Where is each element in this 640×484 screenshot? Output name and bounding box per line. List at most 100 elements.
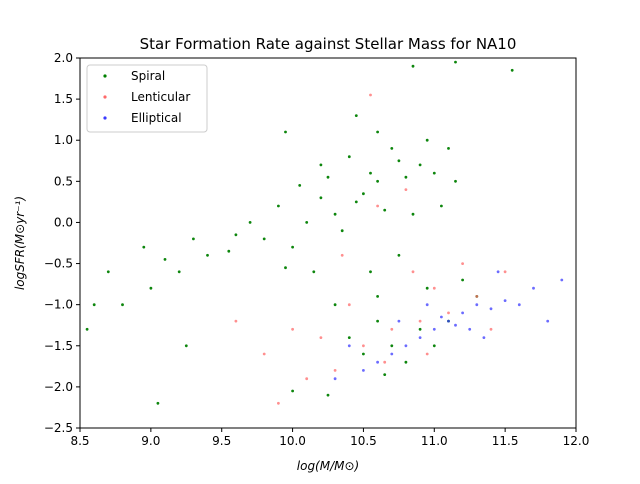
spiral-point bbox=[284, 130, 287, 134]
spiral-point bbox=[347, 336, 351, 339]
spiral-point bbox=[425, 286, 429, 290]
elliptical-point bbox=[347, 344, 351, 348]
elliptical-point bbox=[447, 319, 450, 323]
elliptical-legend-label: Elliptical bbox=[131, 111, 182, 125]
spiral-point bbox=[369, 171, 372, 175]
spiral-point bbox=[326, 175, 330, 179]
elliptical-point bbox=[468, 327, 472, 331]
lenticular-point bbox=[447, 311, 450, 315]
spiral-point bbox=[376, 295, 379, 298]
lenticular-point bbox=[291, 327, 294, 331]
spiral-point bbox=[298, 184, 302, 187]
y-tick-label: −2.5 bbox=[44, 421, 73, 435]
spiral-point bbox=[106, 270, 110, 274]
spiral-point bbox=[305, 221, 309, 224]
x-tick-label: 11.0 bbox=[421, 434, 448, 448]
x-tick-label: 10.5 bbox=[350, 434, 377, 448]
spiral-point bbox=[440, 204, 443, 208]
lenticular-legend-label: Lenticular bbox=[131, 90, 190, 104]
lenticular-point bbox=[333, 369, 337, 372]
lenticular-point bbox=[383, 360, 387, 364]
spiral-point bbox=[425, 138, 429, 142]
x-tick-label: 9.5 bbox=[212, 434, 231, 448]
spiral-point bbox=[326, 393, 330, 397]
lenticular-point bbox=[347, 303, 351, 307]
x-tick-label: 8.5 bbox=[70, 434, 89, 448]
spiral-point bbox=[277, 204, 280, 208]
spiral-point bbox=[291, 245, 294, 249]
elliptical-point bbox=[489, 307, 493, 311]
lenticular-point bbox=[475, 295, 479, 298]
spiral-series bbox=[85, 60, 514, 405]
spiral-point bbox=[510, 68, 514, 72]
spiral-point bbox=[284, 266, 287, 270]
spiral-point bbox=[184, 344, 188, 348]
x-tick-label: 11.5 bbox=[492, 434, 519, 448]
elliptical-point bbox=[333, 377, 337, 381]
lenticular-point bbox=[362, 344, 365, 348]
lenticular-point bbox=[390, 327, 394, 331]
spiral-point bbox=[454, 60, 457, 64]
elliptical-point bbox=[440, 315, 443, 319]
x-ticks: 8.5 9.0 9.5 10.0 10.5 11.0 11.5 12.0 bbox=[70, 428, 589, 448]
spiral-point bbox=[376, 179, 379, 183]
lenticular-point bbox=[418, 319, 422, 323]
spiral-point bbox=[92, 303, 96, 307]
elliptical-point bbox=[432, 327, 436, 331]
spiral-point bbox=[369, 270, 372, 274]
legend-box bbox=[86, 64, 208, 133]
spiral-point bbox=[418, 327, 422, 331]
y-tick-label: 1.5 bbox=[54, 92, 73, 106]
spiral-point bbox=[390, 147, 394, 150]
lenticular-point bbox=[411, 270, 415, 274]
elliptical-series bbox=[333, 270, 564, 381]
lenticular-point bbox=[319, 336, 323, 339]
elliptical-point bbox=[418, 336, 422, 339]
spiral-point bbox=[156, 401, 160, 405]
spiral-point bbox=[234, 233, 238, 237]
elliptical-point bbox=[517, 303, 521, 307]
spiral-point bbox=[411, 64, 415, 68]
lenticular-point bbox=[503, 270, 507, 274]
y-tick-label: −0.5 bbox=[44, 257, 73, 271]
lenticular-point bbox=[376, 204, 379, 208]
elliptical-point bbox=[546, 319, 550, 323]
legend: Spiral Lenticular Elliptical bbox=[86, 64, 208, 133]
spiral-point bbox=[454, 179, 457, 183]
elliptical-point bbox=[376, 360, 379, 364]
spiral-point bbox=[411, 212, 415, 216]
spiral-point bbox=[404, 360, 408, 364]
spiral-point bbox=[319, 163, 323, 167]
spiral-point bbox=[347, 155, 351, 159]
elliptical-point bbox=[461, 311, 464, 315]
lenticular-point bbox=[461, 262, 464, 265]
spiral-point bbox=[121, 303, 124, 307]
x-axis-label: log(M/M⊙) bbox=[297, 459, 359, 473]
spiral-point bbox=[177, 270, 181, 274]
y-tick-label: −1.5 bbox=[44, 339, 73, 353]
elliptical-point bbox=[390, 352, 394, 356]
spiral-legend-marker bbox=[103, 74, 107, 78]
elliptical-legend-marker bbox=[103, 116, 107, 120]
spiral-point bbox=[227, 249, 231, 253]
spiral-point bbox=[418, 163, 422, 167]
spiral-point bbox=[319, 196, 323, 200]
elliptical-point bbox=[503, 299, 507, 302]
elliptical-point bbox=[425, 303, 429, 307]
y-tick-label: −1.0 bbox=[44, 298, 73, 312]
spiral-point bbox=[163, 258, 167, 261]
lenticular-point bbox=[262, 352, 266, 356]
spiral-point bbox=[461, 278, 464, 282]
elliptical-point bbox=[560, 278, 564, 282]
spiral-legend-label: Spiral bbox=[131, 69, 165, 83]
elliptical-point bbox=[397, 319, 401, 323]
lenticular-point bbox=[369, 93, 372, 97]
spiral-point bbox=[432, 344, 436, 348]
spiral-point bbox=[333, 212, 337, 216]
y-ticks: −2.5 −2.0 −1.5 −1.0 −0.5 0.0 0.5 1.0 1.5 2.0 bbox=[44, 51, 80, 435]
elliptical-point bbox=[496, 270, 500, 274]
spiral-point bbox=[149, 286, 153, 290]
y-tick-label: 1.0 bbox=[54, 133, 73, 147]
